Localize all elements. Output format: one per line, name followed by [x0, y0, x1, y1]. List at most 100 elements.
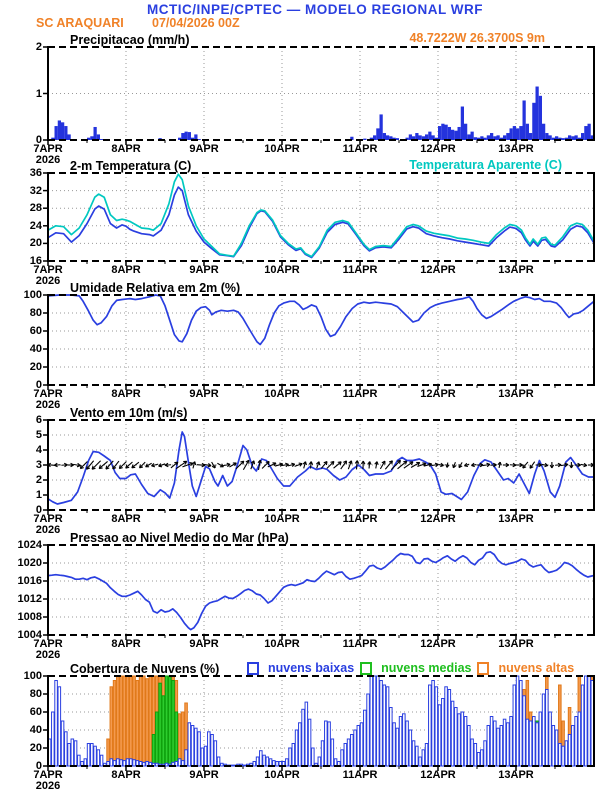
legend-cloud-cover: nuvens baixas nuvens medias nuvens altas — [247, 662, 574, 675]
panel-title-temperature: 2-m Temperatura (C) — [70, 159, 192, 173]
precip-bar — [470, 131, 474, 140]
wind-arrow-head — [445, 463, 448, 468]
wind-arrow — [170, 461, 179, 469]
precip-bar — [389, 136, 393, 140]
cloud-bar-nuvens_baixas — [203, 745, 208, 767]
wind-arrow-head — [577, 464, 581, 468]
cloud-bar-nuvens_baixas — [220, 762, 224, 767]
x-tick-label: 9APR — [189, 769, 219, 781]
y-tick-label: 1024 — [17, 539, 42, 551]
wind-arrow-head — [362, 460, 366, 465]
precip-bar — [525, 123, 529, 140]
wind-arrow — [303, 461, 307, 469]
cloud-bar-nuvens_baixas — [54, 680, 58, 767]
precip-bar — [574, 135, 578, 140]
cloud-bar-nuvens_baixas — [473, 743, 478, 767]
cloud-bar-nuvens_medias — [164, 675, 169, 767]
cloud-bar-nuvens_baixas — [356, 725, 361, 767]
cloud-bar-nuvens_baixas — [294, 729, 299, 767]
x-tick-label: 9APR — [189, 264, 219, 276]
cloud-bar-nuvens_baixas — [489, 716, 494, 767]
cloud-bar-nuvens_baixas — [327, 721, 331, 767]
cloud-bar-nuvens_baixas — [210, 734, 214, 767]
cloud-bar-nuvens_baixas — [343, 743, 348, 767]
wind-arrow — [340, 460, 347, 470]
precip-bar — [386, 135, 390, 140]
precip-bar — [558, 137, 562, 140]
cloud-bar-nuvens_altas — [181, 711, 185, 767]
wind-arrow — [192, 461, 196, 469]
wind-arrow-head — [310, 461, 314, 465]
cloud-bar-nuvens_baixas — [93, 745, 97, 767]
wind-arrow — [145, 462, 152, 468]
wind-arrow — [482, 463, 490, 467]
cloud-bar-nuvens_baixas — [480, 749, 484, 767]
cloud-bar-nuvens_baixas — [90, 743, 94, 767]
y-tick-label: 2 — [35, 41, 42, 53]
precip-bar — [363, 138, 367, 140]
y-tick-label: 80 — [29, 688, 42, 700]
x-tick-label: 10APR — [264, 143, 300, 155]
wind-arrow-head — [304, 461, 307, 466]
x-tick-label: 11APR — [342, 638, 378, 650]
precip-bar — [457, 126, 461, 140]
cloud-bar-nuvens_baixas — [486, 725, 491, 767]
cloud-bar-nuvens_baixas — [350, 734, 354, 767]
x-tick-label: 13APR — [498, 264, 534, 276]
cloud-bar-nuvens_baixas — [57, 686, 62, 767]
wind-arrow — [390, 460, 401, 470]
precip-bar — [350, 136, 354, 140]
y-tick-label: 36 — [29, 167, 42, 179]
cloud-bar-nuvens_baixas — [190, 725, 195, 767]
cloud-bar-nuvens_baixas — [311, 747, 315, 767]
panel-title-wind: Vento em 10m (m/s) — [70, 406, 188, 420]
wind-arrow-head — [151, 463, 155, 467]
x-tick-label: 12APR — [420, 513, 456, 525]
wind-arrow-head — [125, 464, 128, 469]
cloud-bar-nuvens_baixas — [450, 700, 455, 767]
x-tick-label: 8APR — [111, 638, 141, 650]
wind-arrow — [410, 462, 420, 468]
x-tick-label: 13APR — [498, 143, 534, 155]
wind-arrow — [242, 459, 250, 471]
wind-arrow-head — [207, 465, 212, 468]
cloud-bar-nuvens_baixas — [275, 761, 279, 767]
cloud-bar-nuvens_baixas — [177, 758, 182, 767]
cloud-bar-nuvens_medias — [168, 675, 172, 767]
umidade_relativa-line — [47, 294, 595, 346]
precip-bar — [581, 133, 585, 140]
x-tick-label: 11APR — [342, 769, 378, 781]
wind-arrow — [267, 462, 277, 468]
cloud-bar-nuvens_baixas — [512, 684, 517, 767]
wind-arrow-head — [356, 460, 360, 464]
velocidade_vento-line — [47, 431, 595, 505]
wind-arrow-head — [440, 464, 444, 468]
precip-bar — [584, 126, 588, 140]
x-tick-label: 13APR — [498, 638, 534, 650]
precip-bar — [548, 135, 552, 140]
cloud-bar-nuvens_baixas — [548, 711, 552, 767]
cloud-bar-nuvens_baixas — [441, 698, 445, 767]
wind-arrow — [287, 463, 295, 467]
wind-arrow-head — [499, 461, 502, 466]
wind-arrow-head — [79, 465, 82, 469]
x-tick-label: 13APR — [498, 513, 534, 525]
wind-arrow — [112, 460, 120, 470]
cloud-bar-nuvens_altas — [148, 675, 153, 767]
x-tick-label: 12APR — [420, 143, 456, 155]
cloud-bar-nuvens_baixas — [376, 675, 380, 767]
precip-bar — [529, 133, 533, 140]
wind-arrow-head — [194, 461, 197, 466]
cloud-bar-nuvens_baixas — [509, 716, 513, 767]
cloud-bar-nuvens_baixas — [207, 731, 211, 767]
y-tick-label: 100 — [23, 670, 42, 682]
precip-bar — [483, 137, 487, 140]
precip-bar — [590, 135, 594, 140]
cloud-bar-nuvens_baixas — [532, 716, 536, 767]
cloud-bar-nuvens_baixas — [545, 689, 549, 767]
cloud-bar-nuvens_baixas — [174, 761, 179, 767]
wind-arrow — [347, 460, 352, 470]
y-tick-label: 0 — [35, 134, 42, 146]
precip-bar — [568, 135, 572, 140]
wind-arrow — [229, 462, 237, 468]
